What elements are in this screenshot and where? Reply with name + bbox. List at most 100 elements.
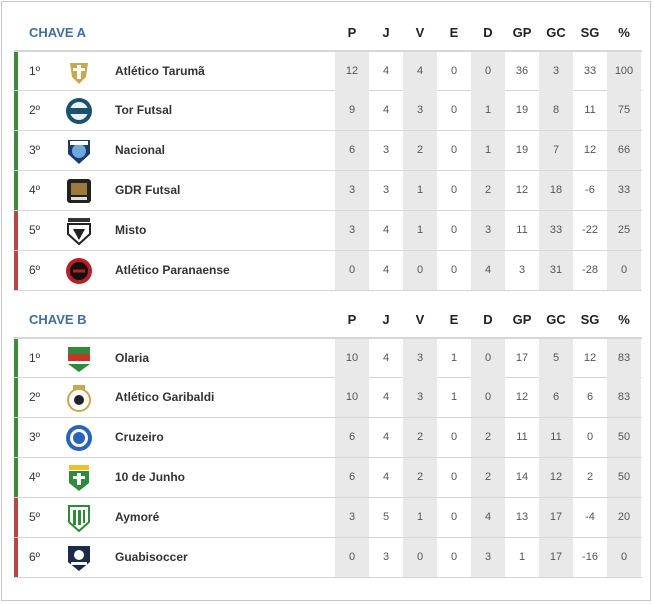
stat-pct: 100 (607, 52, 641, 91)
stat-pct: 50 (607, 458, 641, 497)
team-name-link[interactable]: Atlético Tarumã (115, 64, 205, 78)
stat-d: 2 (471, 171, 505, 210)
stat-d: 2 (471, 458, 505, 497)
col-header-gc: GC (546, 25, 566, 40)
position-label: 6º (29, 263, 41, 277)
position-label: 2º (29, 390, 41, 404)
team-name-link[interactable]: Cruzeiro (115, 430, 164, 444)
stat-v: 2 (403, 131, 437, 170)
stat-pct: 20 (607, 498, 641, 537)
gdr-crest-icon (64, 176, 94, 206)
aymore-crest-icon (64, 503, 94, 533)
guabisoccer-crest-icon (64, 543, 94, 573)
table-row[interactable]: 3 3 1 0 2 12 18 -6 33 4º GDR Futsal (14, 171, 642, 211)
qualification-zone-bar (14, 339, 18, 377)
table-row[interactable]: 9 4 3 0 1 19 8 11 75 2º Tor Futsal (14, 91, 642, 131)
team-name-link[interactable]: Misto (115, 223, 147, 237)
stat-gc: 8 (539, 91, 573, 130)
col-header-v: V (415, 25, 425, 40)
stat-e: 1 (450, 352, 458, 364)
stat-sg: -6 (585, 184, 595, 196)
team-name-link[interactable]: Aymoré (115, 510, 160, 524)
stat-gp: 19 (515, 104, 529, 116)
table-row[interactable]: 3 4 1 0 3 11 33 -22 25 5º Misto (14, 211, 642, 251)
stat-d: 4 (471, 251, 505, 290)
stat-v: 0 (403, 538, 437, 577)
stat-d: 2 (471, 418, 505, 457)
table-row[interactable]: 6 4 2 0 2 14 12 2 50 4º 10 de Junho (14, 458, 642, 498)
stat-gp: 17 (515, 352, 529, 364)
position-label: 5º (29, 223, 41, 237)
col-header-pct: % (618, 312, 630, 327)
table-row[interactable]: 0 4 0 0 4 3 31 -28 0 6º Atlético Paranaense (14, 251, 642, 291)
stat-p: 10 (335, 378, 369, 417)
stat-d: 1 (471, 91, 505, 130)
table-row[interactable]: 3 5 1 0 4 13 17 -4 20 5º Aymoré (14, 498, 642, 538)
stat-gp: 12 (515, 391, 529, 403)
position-label: 1º (29, 351, 41, 365)
stat-e: 0 (450, 224, 458, 236)
stat-sg: -4 (585, 511, 595, 523)
stat-d: 0 (471, 378, 505, 417)
team-name-link[interactable]: GDR Futsal (115, 183, 181, 197)
stat-pct: 83 (607, 339, 641, 378)
team-name-link[interactable]: 10 de Junho (115, 470, 186, 484)
stat-gc: 5 (539, 339, 573, 378)
position-label: 2º (29, 103, 41, 117)
stat-pct: 25 (607, 211, 641, 250)
col-header-p: P (347, 312, 357, 327)
col-header-d: D (483, 25, 493, 40)
stat-p: 0 (335, 251, 369, 290)
col-header-p: P (347, 25, 357, 40)
table-row[interactable]: 10 4 3 1 0 17 5 12 83 1º Olaria (14, 338, 642, 378)
stat-pct: 66 (607, 131, 641, 170)
col-header-d: D (483, 312, 493, 327)
table-row[interactable]: 10 4 3 1 0 12 6 6 83 2º Atlético Garibaldi (14, 378, 642, 418)
group-b-title: CHAVE B (29, 312, 87, 327)
stat-e: 0 (450, 471, 458, 483)
stat-p: 6 (335, 458, 369, 497)
col-header-e: E (449, 312, 459, 327)
stat-sg: -28 (582, 264, 598, 276)
stat-p: 3 (335, 171, 369, 210)
stat-sg: 33 (583, 65, 597, 77)
stat-sg: 2 (586, 471, 594, 483)
stat-v: 1 (403, 171, 437, 210)
stat-gp: 3 (518, 264, 526, 276)
qualification-zone-bar (14, 171, 18, 210)
stat-sg: 11 (584, 104, 596, 116)
team-name-link[interactable]: Tor Futsal (115, 103, 173, 117)
team-name-link[interactable]: Olaria (115, 351, 150, 365)
stat-d: 0 (471, 52, 505, 91)
table-row[interactable]: 0 3 0 0 3 1 17 -16 0 6º Guabisoccer (14, 538, 642, 578)
stat-e: 0 (450, 144, 458, 156)
nacional-crest-icon (64, 136, 94, 166)
stat-gc: 31 (539, 251, 573, 290)
team-name-link[interactable]: Guabisoccer (115, 550, 188, 564)
stat-pct: 0 (607, 251, 641, 290)
group-a-title: CHAVE A (29, 25, 87, 40)
team-name-link[interactable]: Atlético Paranaense (115, 263, 230, 277)
stat-p: 6 (335, 418, 369, 457)
stat-p: 12 (335, 52, 369, 91)
team-name-link[interactable]: Atlético Garibaldi (115, 390, 215, 404)
elimination-zone-bar (14, 251, 18, 290)
elimination-zone-bar (14, 211, 18, 250)
stat-j: 4 (382, 104, 390, 116)
position-label: 4º (29, 183, 41, 197)
position-label: 3º (29, 430, 41, 444)
table-row[interactable]: 6 3 2 0 1 19 7 12 66 3º Nacional (14, 131, 642, 171)
stat-e: 1 (450, 391, 458, 403)
table-row[interactable]: 6 4 2 0 2 11 11 0 50 3º Cruzeiro (14, 418, 642, 458)
team-name-link[interactable]: Nacional (115, 143, 166, 157)
stat-gp: 12 (515, 184, 529, 196)
stat-j: 4 (382, 264, 390, 276)
stat-d: 3 (471, 538, 505, 577)
group-b-rows: 10 4 3 1 0 17 5 12 83 1º Olaria 10 4 3 1 0 12 6 6 83 2º Atlét… (14, 337, 642, 578)
stat-gc: 7 (539, 131, 573, 170)
stat-p: 6 (335, 131, 369, 170)
qualification-zone-bar (14, 52, 18, 90)
cruzeiro-crest-icon (64, 423, 94, 453)
group-a-header: CHAVE A P J V E D GP GC SG % (14, 17, 642, 50)
table-row[interactable]: 12 4 4 0 0 36 3 33 100 1º Atlético Tarumã (14, 51, 642, 91)
